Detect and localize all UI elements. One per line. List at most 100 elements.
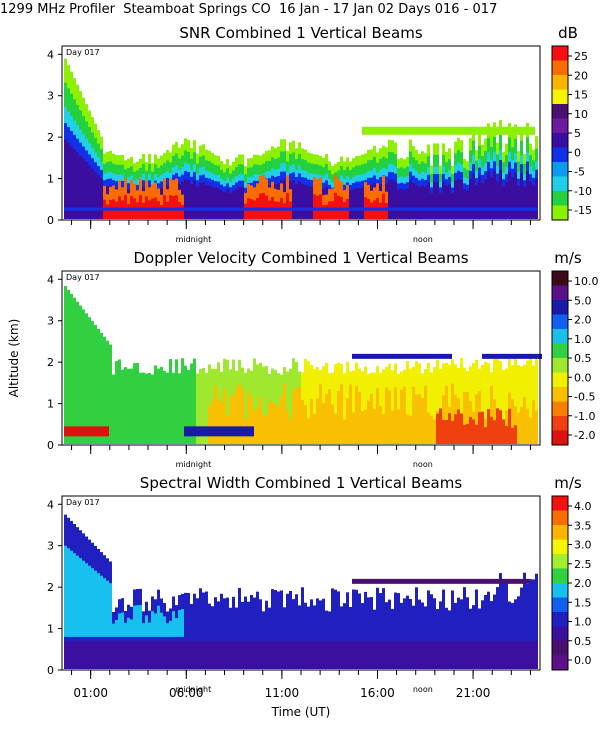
snr-field-cell [142,202,145,219]
doppler-field-cell [289,368,292,444]
snr-field-cell [433,181,436,219]
width-field-cell [292,599,295,669]
doppler-field-cell [187,369,190,444]
doppler-field-cell [451,420,454,444]
width-field-cell [463,587,466,669]
snr-field-cell [472,173,475,219]
width-field-cell [115,641,118,669]
snr-field-cell [169,195,172,219]
width-field-cell [262,611,265,669]
snr-field-cell [79,155,82,219]
width-field-cell [100,575,103,637]
snr-field-cell [362,126,535,135]
width-field-cell [463,641,466,669]
doppler-field-cell [229,395,232,444]
width-field-cell [181,609,184,637]
width-field-cell [256,641,259,669]
width-field-cell [283,607,286,669]
colorbar-segment [552,583,568,598]
doppler-field-cell [220,401,223,444]
snr-field-cell [418,186,421,219]
width-field-cell [325,610,328,669]
noon-label: noon [413,685,433,694]
width-field-cell [361,603,364,669]
doppler-field-cell [262,414,265,444]
figure-header: 1299 MHz Profiler Steamboat Springs CO 1… [0,2,498,17]
doppler-field-cell [370,393,373,444]
width-field-cell [439,641,442,669]
midnight-label: midnight [176,685,212,694]
doppler-field-cell [403,386,406,444]
snr-field-cell [181,204,184,219]
width-field-cell [415,641,418,669]
snr-field-cell [64,139,67,219]
snr-field-cell [193,180,196,219]
doppler-field-cell [142,372,145,444]
width-field-cell [499,641,502,669]
doppler-field-cell [334,413,337,444]
width-field-cell [127,641,130,669]
doppler-field-cell [406,360,409,444]
colorbar-tick-label: 2.5 [574,558,592,571]
doppler-field-cell [427,412,430,444]
colorbar-segment [552,597,568,613]
width-field-cell [400,641,403,669]
width-field-cell [121,641,124,669]
width-field-cell [166,611,169,669]
doppler-field-cell [520,366,523,444]
width-field-cell [187,592,190,669]
colorbar-segment [552,205,568,221]
width-field-cell [238,588,241,669]
width-field-cell [430,594,433,669]
doppler-field-cell [529,353,532,444]
width-field-cell [478,641,481,669]
colorbar-segment [552,430,568,446]
snr-field-cell [238,187,241,219]
width-field-cell [91,641,94,669]
width-field-cell [211,606,214,669]
doppler-field-cell [379,405,382,444]
width-field-cell [484,594,487,669]
doppler-field-cell [466,423,469,444]
width-field-cell [271,589,274,669]
width-field-cell [436,609,439,669]
width-field-cell [85,641,88,669]
width-field-cell [502,580,505,669]
width-field-cell [274,589,277,669]
width-field-cell [106,641,109,669]
width-field-cell [199,641,202,669]
snr-field-cell [379,202,382,219]
width-field-cell [217,641,220,669]
width-field-cell [118,641,121,669]
snr-field-cell [529,181,532,219]
snr-field-cell [325,204,328,219]
width-field-cell [433,641,436,669]
snr-field-cell [451,192,454,219]
doppler-field-cell [382,369,385,444]
width-field-cell [157,605,160,637]
doppler-field-cell [313,369,316,444]
width-field-cell [445,607,448,669]
width-field-cell [490,601,493,669]
doppler-field-cell [445,420,448,444]
doppler-field-cell [244,372,247,444]
snr-field-cell [403,189,406,219]
width-field-cell [331,641,334,669]
width-field-cell [451,590,454,669]
doppler-field-cell [310,398,313,444]
colorbar-tick-label: 15 [574,89,588,102]
width-field-cell [337,591,340,669]
doppler-field-cell [67,289,70,444]
doppler-field-cell [511,399,514,444]
width-field-cell [148,622,151,637]
doppler-field-cell [502,370,505,444]
width-field-cell [379,593,382,669]
width-field-cell [223,598,226,669]
width-field-cell [202,592,205,669]
snr-field-cell [244,203,247,219]
width-field-cell [124,622,127,637]
width-field-cell [472,605,475,669]
width-field-cell [226,597,229,669]
doppler-field-cell [352,412,355,444]
doppler-field-cell [475,394,478,444]
